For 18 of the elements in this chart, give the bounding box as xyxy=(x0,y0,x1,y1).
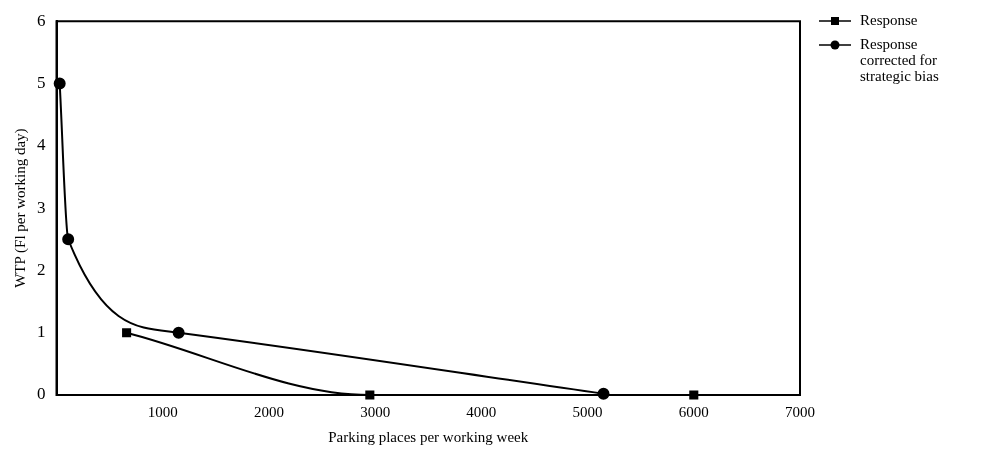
legend-label: Response corrected for strategic bias xyxy=(860,36,940,84)
y-tick-label: 5 xyxy=(37,72,46,92)
x-tick-label: 4000 xyxy=(466,403,497,420)
y-tick-label: 0 xyxy=(37,384,46,404)
x-tick-label: 2000 xyxy=(253,403,284,420)
y-tick-label: 4 xyxy=(37,135,46,155)
y-tick-label: 1 xyxy=(37,322,46,342)
x-axis-title: Parking places per working week xyxy=(328,428,529,445)
legend-label: Response xyxy=(860,12,918,28)
y-tick-label: 2 xyxy=(37,259,46,279)
x-tick-label: 1000 xyxy=(147,403,178,420)
x-tick-label: 6000 xyxy=(678,403,709,420)
x-tick-label: 7000 xyxy=(785,403,815,420)
x-tick-label: 5000 xyxy=(572,403,603,420)
y-axis-title: WTP (Fl per working day) xyxy=(11,128,29,288)
x-tick-label: 3000 xyxy=(360,403,391,420)
y-tick-label: 6 xyxy=(37,10,46,30)
y-tick-label: 3 xyxy=(37,197,46,217)
